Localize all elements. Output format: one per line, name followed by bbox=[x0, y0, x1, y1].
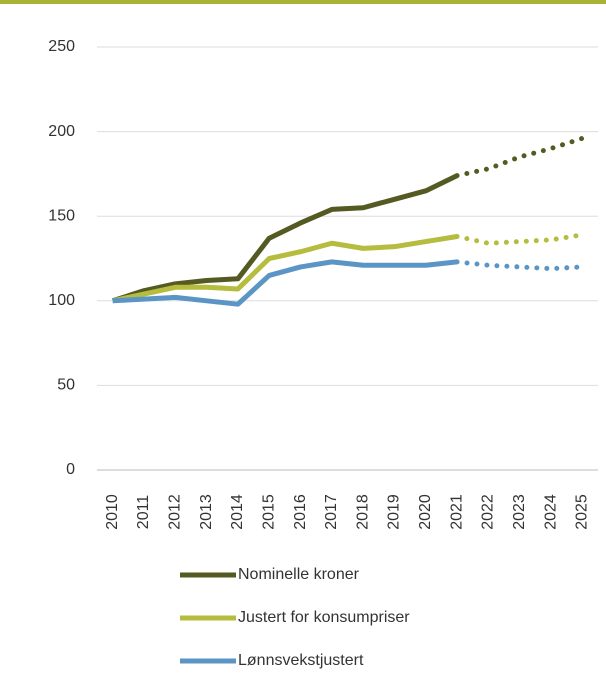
y-tick-label: 0 bbox=[66, 461, 75, 478]
x-tick-label: 2025 bbox=[574, 494, 591, 530]
legend-label: Justert for konsumpriser bbox=[238, 609, 410, 626]
x-tick-label: 2012 bbox=[167, 494, 184, 530]
x-tick-label: 2013 bbox=[198, 494, 215, 530]
legend-label: Nominelle kroner bbox=[238, 566, 360, 583]
y-tick-label: 200 bbox=[48, 123, 75, 140]
x-tick-label: 2020 bbox=[417, 494, 434, 530]
x-tick-label: 2019 bbox=[386, 494, 403, 530]
y-tick-label: 50 bbox=[57, 377, 75, 394]
x-tick-label: 2021 bbox=[448, 494, 465, 530]
x-tick-label: 2022 bbox=[480, 494, 497, 530]
x-tick-label: 2016 bbox=[292, 494, 309, 530]
legend-label: Lønnsvekstjustert bbox=[238, 652, 364, 669]
top-bar bbox=[0, 0, 606, 4]
x-tick-label: 2010 bbox=[104, 494, 121, 530]
y-tick-label: 100 bbox=[48, 292, 75, 309]
line-projected bbox=[454, 232, 585, 246]
line-actual bbox=[112, 259, 458, 307]
x-tick-label: 2011 bbox=[135, 495, 152, 530]
line-projected bbox=[454, 259, 585, 272]
x-tick-label: 2017 bbox=[323, 494, 340, 530]
y-tick-label: 250 bbox=[48, 38, 75, 55]
x-tick-label: 2015 bbox=[260, 494, 277, 530]
line-actual bbox=[112, 234, 458, 304]
line-actual bbox=[111, 173, 459, 304]
line-projected bbox=[454, 135, 585, 179]
x-tick-label: 2014 bbox=[229, 494, 246, 530]
x-tick-label: 2018 bbox=[354, 494, 371, 530]
x-tick-label: 2023 bbox=[511, 494, 528, 530]
x-tick-label: 2024 bbox=[542, 494, 559, 530]
y-tick-label: 150 bbox=[48, 207, 75, 224]
